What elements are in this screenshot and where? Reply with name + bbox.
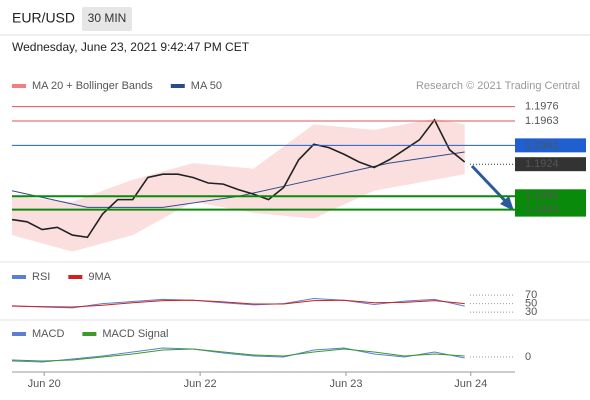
level-box (515, 189, 586, 204)
legend-swatch (12, 275, 26, 279)
legend-label: MACD Signal (102, 328, 168, 340)
y-tick-label: 30 (525, 306, 537, 318)
x-tick-label: Jun 24 (454, 378, 487, 390)
level-label: 1.1976 (525, 101, 559, 113)
x-tick-label: Jun 22 (184, 378, 217, 390)
datetime: Wednesday, June 23, 2021 9:42:47 PM CET (12, 40, 250, 54)
x-tick-label: Jun 20 (28, 378, 61, 390)
level-box (515, 202, 586, 217)
forecast-arrowhead (500, 196, 514, 211)
timeframe-button[interactable] (82, 7, 132, 31)
credit: Research © 2021 Trading Central (416, 80, 580, 92)
symbol: EUR/USD (12, 10, 75, 26)
legend-label: MA 50 (191, 80, 222, 92)
bollinger-band (12, 118, 465, 252)
forecast-arrow (470, 164, 512, 208)
legend-label: RSI (32, 271, 50, 283)
legend-label: 9MA (88, 271, 111, 283)
level-box (515, 157, 586, 172)
legend-swatch (12, 332, 26, 336)
y-tick-label: 50 (525, 298, 537, 310)
level-label: 1.1895 (525, 190, 559, 202)
series-line (11, 299, 465, 308)
legend-swatch (68, 275, 83, 279)
level-label: 1.1883 (525, 204, 559, 216)
level-box (515, 138, 586, 153)
series-line (11, 118, 466, 239)
legend-label: MA 20 + Bollinger Bands (32, 80, 153, 92)
level-label: 1.1924 (525, 158, 559, 170)
series-line (11, 347, 465, 363)
x-tick-label: Jun 23 (329, 378, 362, 390)
legend-swatch (82, 332, 97, 336)
legend-label: MACD (32, 328, 64, 340)
timeframe[interactable]: 30 MIN (88, 11, 127, 25)
y-tick-label: 0 (525, 351, 531, 363)
level-label: 1.1941 (525, 139, 559, 151)
level-label: 1.1963 (525, 115, 559, 127)
y-tick-label: 70 (525, 289, 537, 301)
series-line (11, 348, 465, 362)
legend-swatch (170, 84, 185, 88)
legend-swatch (12, 84, 26, 88)
